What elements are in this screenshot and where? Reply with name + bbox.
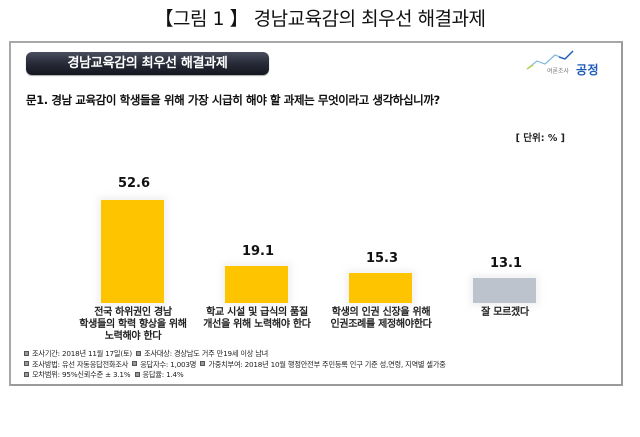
- bar-value-label: 52.6: [117, 176, 151, 191]
- note-response-rate: 응답율: 1.4%: [142, 370, 184, 379]
- category-label-line: 인권조례를 제정해야한다: [330, 319, 432, 330]
- bar-3: [349, 273, 412, 303]
- bar-value-label: 19.1: [241, 244, 275, 259]
- category-label: 잘 모르겠다: [430, 307, 580, 319]
- note-survey-period: 조사기간: 2018년 11월 17일(토): [32, 349, 132, 358]
- logo-text: 공정: [576, 63, 600, 77]
- bar-chart: 52.6 전국 하위권인 경남 학생들의 학력 향상을 위해 노력해야 한다 1…: [11, 43, 621, 343]
- category-label-line: 학교 시설 및 급식의 품질: [206, 307, 308, 318]
- category-label: 학생의 인권 신장을 위해 인권조례를 제정해야한다: [306, 307, 456, 331]
- bar-value-label: 15.3: [365, 251, 399, 266]
- pollster-logo: 여론조사 공정: [525, 49, 605, 79]
- square-bullet-icon: [134, 371, 140, 377]
- square-bullet-icon: [24, 350, 29, 356]
- category-label: 전국 하위권인 경남 학생들의 학력 향상을 위해 노력해야 한다: [58, 307, 208, 343]
- note-margin-of-error: 오차범위: 95%신뢰수준 ± 3.1%: [32, 370, 131, 379]
- note-respondents: 응답자수: 1,003명: [140, 359, 197, 369]
- category-label-line: 노력해야 한다: [104, 331, 162, 342]
- notes-line-3: 오차범위: 95%신뢰수준 ± 3.1% 응답율: 1.4%: [24, 370, 446, 381]
- logo-subtext: 여론조사: [547, 68, 570, 75]
- note-weighting: 가중치부여: 2018년 10월 행정안전부 주민등록 인구 기준 성,연령, …: [208, 359, 446, 369]
- notes-line-2: 조사방법: 유선 자동응답전화조사 응답자수: 1,003명 가중치부여: 20…: [24, 360, 446, 371]
- category-label-line: 전국 하위권인 경남: [94, 307, 172, 318]
- category-label-line: 개선을 위해 노력해야 한다: [203, 319, 311, 330]
- note-survey-target: 조사대상: 경상남도 거주 만19세 이상 남녀: [144, 349, 269, 358]
- notes-line-1: 조사기간: 2018년 11월 17일(토) 조사대상: 경상남도 거주 만19…: [24, 349, 446, 360]
- survey-question: 문1. 경남 교육감이 학생들을 위해 가장 시급히 해야 할 과제는 무엇이라…: [26, 93, 440, 107]
- panel-title: 경남교육감의 최우선 해결과제: [26, 52, 269, 75]
- category-label: 학교 시설 및 급식의 품질 개선을 위해 노력해야 한다: [182, 307, 332, 331]
- bar-1: [101, 200, 164, 303]
- bar-4: [473, 278, 536, 303]
- unit-label: [ 단위: % ]: [515, 133, 565, 144]
- category-label-line: 잘 모르겠다: [481, 307, 529, 318]
- square-bullet-icon: [136, 350, 142, 356]
- note-survey-method: 조사방법: 유선 자동응답전화조사: [32, 359, 129, 369]
- figure-caption: 【그림 1 】 경남교육감의 최우선 해결과제: [154, 8, 487, 30]
- square-bullet-icon: [200, 361, 206, 366]
- category-label-line: 학생들의 학력 향상을 위해: [79, 319, 187, 330]
- trend-line-icon: [526, 50, 574, 70]
- bar-value-label: 13.1: [489, 256, 523, 271]
- square-bullet-icon: [24, 361, 29, 366]
- survey-notes: 조사기간: 2018년 11월 17일(토) 조사대상: 경상남도 거주 만19…: [24, 349, 446, 381]
- square-bullet-icon: [132, 361, 138, 366]
- chart-panel: 경남교육감의 최우선 해결과제 여론조사 공정 문1. 경남 교육감이 학생들을…: [9, 41, 623, 386]
- category-label-line: 학생의 인권 신장을 위해: [331, 307, 431, 318]
- square-bullet-icon: [24, 371, 29, 377]
- bar-2: [225, 266, 288, 303]
